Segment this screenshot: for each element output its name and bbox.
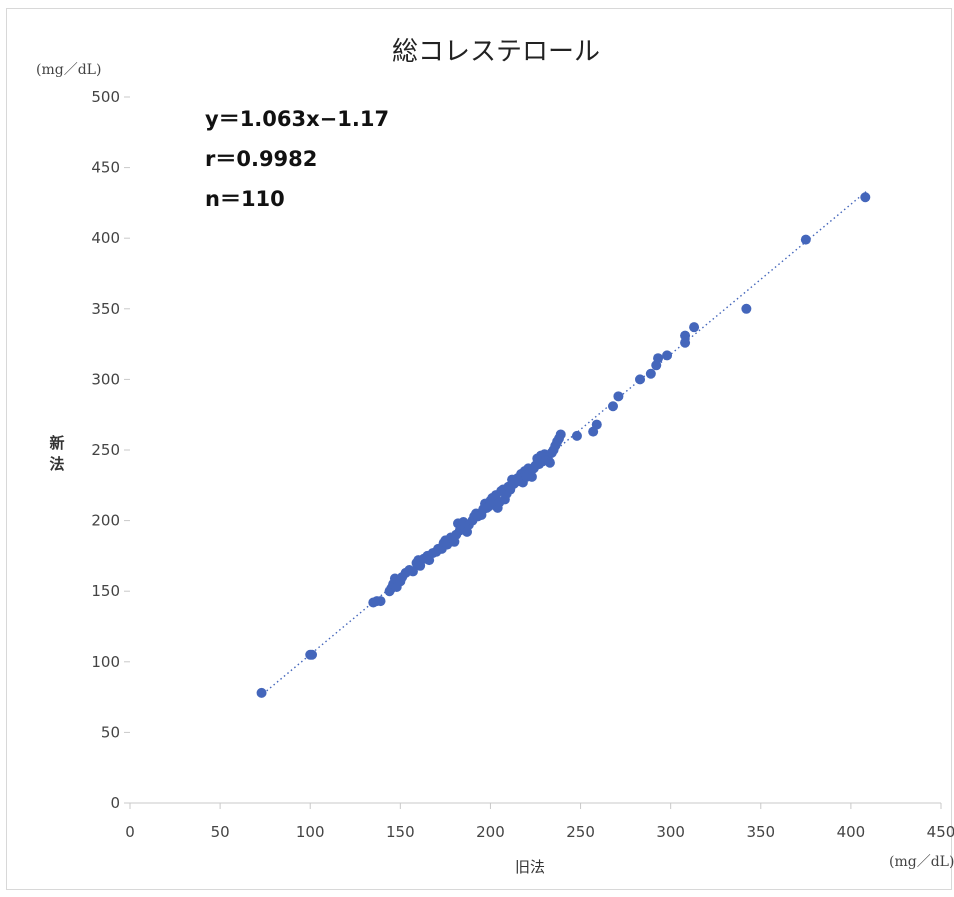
y-axis-unit: (mg／dL)	[36, 62, 101, 78]
x-tick-label: 100	[296, 823, 325, 841]
y-tick-label: 400	[91, 229, 120, 247]
data-point	[635, 374, 646, 385]
data-point	[375, 596, 386, 607]
sample-count: n＝110	[205, 187, 285, 211]
chart-frame	[6, 8, 952, 890]
x-tick-label: 150	[386, 823, 415, 841]
data-point	[544, 457, 555, 468]
correlation-coefficient: r＝0.9982	[205, 147, 317, 171]
y-tick-label: 500	[91, 88, 120, 106]
x-tick-label: 200	[476, 823, 505, 841]
y-tick-label: 50	[101, 723, 120, 741]
regression-equation: y＝1.063x−1.17	[205, 107, 389, 131]
y-tick-label: 450	[91, 159, 120, 177]
x-tick-label: 250	[566, 823, 595, 841]
x-tick-label: 350	[746, 823, 775, 841]
chart-title: 総コレステロール	[392, 37, 600, 67]
x-tick-label: 50	[211, 823, 230, 841]
y-tick-label: 300	[91, 370, 120, 388]
y-tick-label: 0	[110, 794, 120, 812]
data-point	[591, 419, 602, 430]
y-tick-label: 250	[91, 441, 120, 459]
data-point	[741, 303, 752, 314]
x-tick-label: 0	[125, 823, 135, 841]
data-point	[571, 430, 582, 441]
x-tick-label: 450	[927, 823, 954, 841]
data-point	[680, 337, 691, 348]
data-point	[645, 368, 656, 379]
y-tick-label: 350	[91, 300, 120, 318]
data-point	[607, 401, 618, 412]
data-point	[860, 192, 871, 203]
trendline	[259, 190, 868, 698]
y-tick-label: 100	[91, 653, 120, 671]
data-point	[653, 353, 664, 364]
data-point	[555, 429, 566, 440]
x-tick-label: 300	[656, 823, 685, 841]
data-point	[689, 322, 700, 333]
y-axis-label: 新法	[49, 434, 64, 473]
data-point	[800, 234, 811, 245]
data-point	[256, 687, 267, 698]
x-axis-label: 旧法	[515, 858, 545, 876]
data-point	[407, 566, 418, 577]
data-point	[307, 649, 318, 660]
x-tick-label: 400	[837, 823, 866, 841]
data-point	[526, 471, 537, 482]
data-point	[680, 330, 691, 341]
x-axis-unit: (mg／dL)	[889, 854, 954, 870]
y-axis-label-char: 法	[49, 455, 64, 473]
data-point	[613, 391, 624, 402]
y-axis-label-char: 新	[49, 434, 64, 452]
data-point	[662, 350, 673, 361]
y-tick-label: 150	[91, 582, 120, 600]
y-tick-label: 200	[91, 512, 120, 530]
